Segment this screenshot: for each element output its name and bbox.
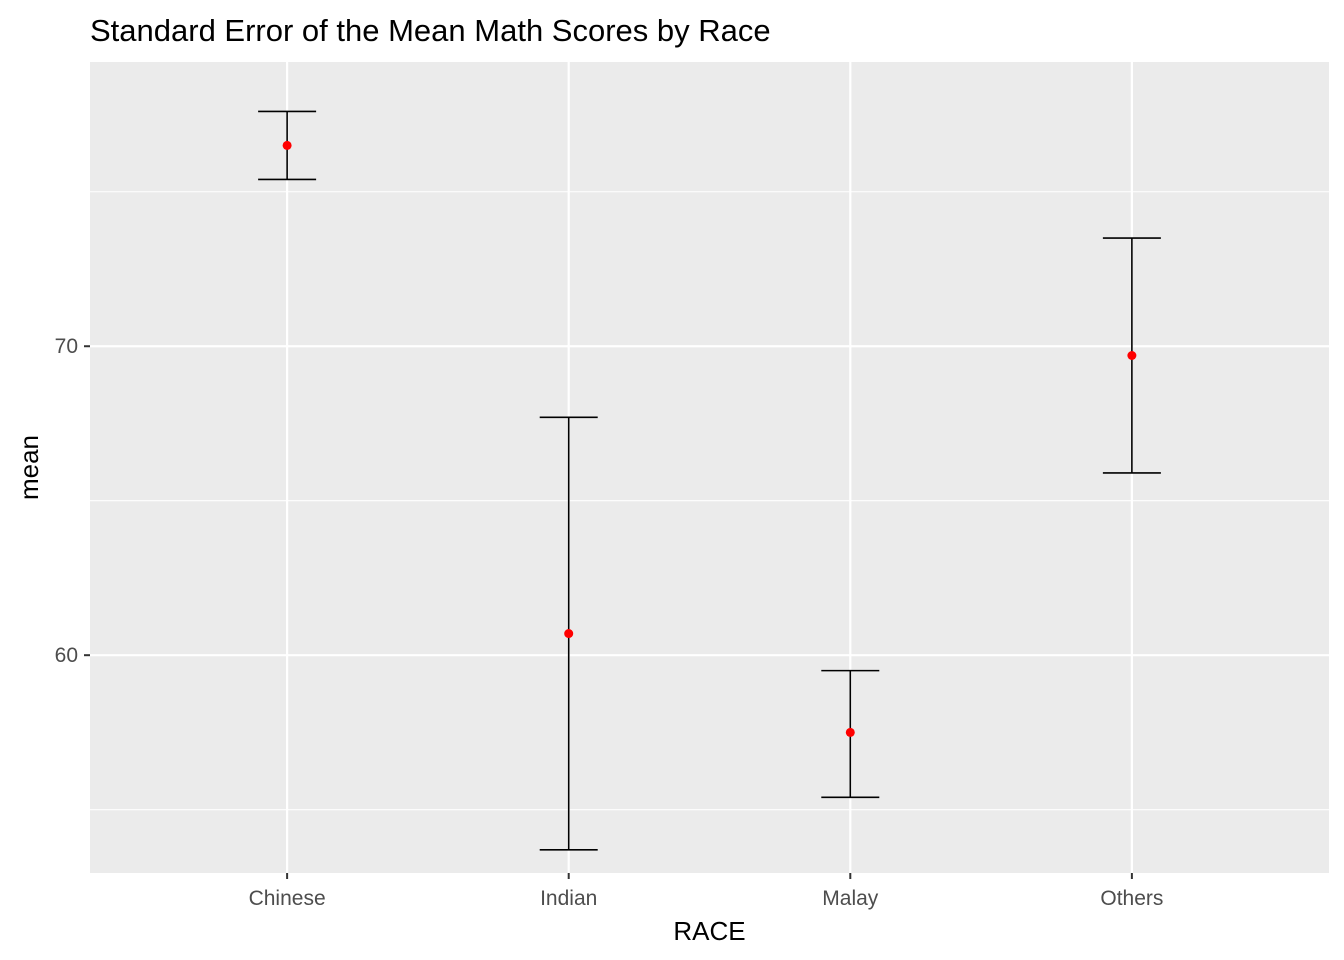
x-tick-label: Others <box>1100 887 1163 910</box>
mean-point <box>564 629 574 639</box>
y-tick-label: 70 <box>55 335 78 358</box>
mean-point <box>1127 351 1137 361</box>
y-tick-labels: 60 70 <box>55 335 78 667</box>
mean-point <box>845 727 855 737</box>
y-tick-label: 60 <box>55 644 78 667</box>
x-tick-label: Chinese <box>249 887 326 910</box>
axis-ticks <box>84 345 1133 879</box>
x-axis-title: RACE <box>673 916 745 946</box>
mean-point <box>282 140 292 150</box>
x-tick-labels: Chinese Indian Malay Others <box>249 887 1164 910</box>
minor-gridlines <box>90 191 1329 811</box>
x-tick-label: Indian <box>540 887 597 910</box>
y-axis-title: mean <box>14 435 44 500</box>
mean-points <box>282 140 1137 737</box>
x-tick-label: Malay <box>822 887 879 910</box>
plot-panel <box>90 62 1329 873</box>
chart-title: Standard Error of the Mean Math Scores b… <box>90 13 771 48</box>
